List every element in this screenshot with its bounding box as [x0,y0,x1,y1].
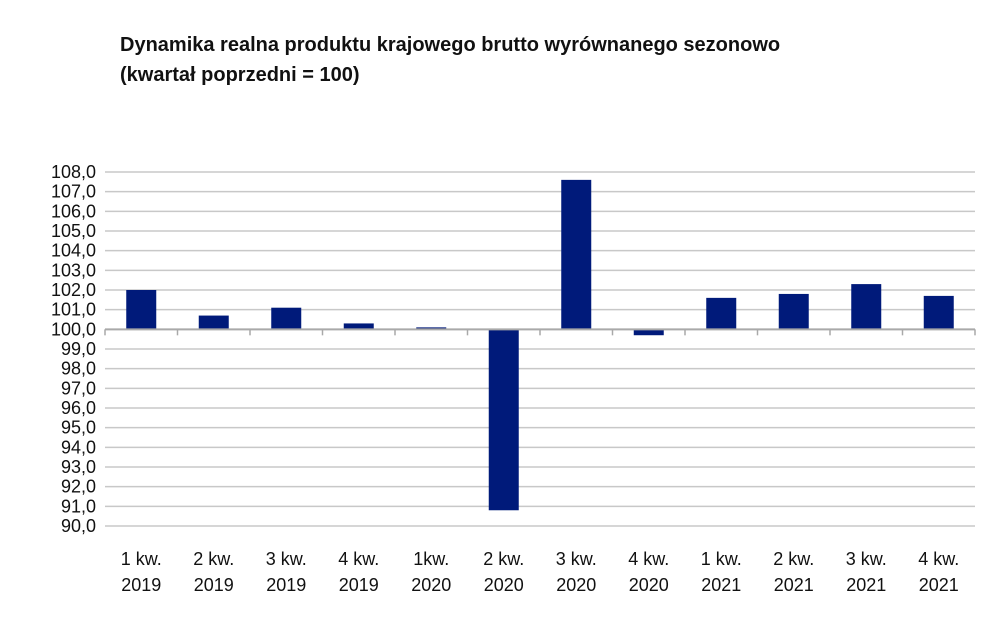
x-category-label-quarter: 4 kw. [628,549,669,569]
y-tick-label: 102,0 [51,280,96,300]
y-tick-label: 98,0 [61,359,96,379]
x-category-label-quarter: 1 kw. [121,549,162,569]
x-category-label-year: 2020 [484,575,524,595]
bar-3 [271,307,302,330]
x-category-label-quarter: 3 kw. [266,549,307,569]
x-category-label-year: 2021 [846,575,886,595]
x-category-label-quarter: 1 kw. [701,549,742,569]
y-tick-label: 101,0 [51,300,96,320]
x-category-label-year: 2020 [411,575,451,595]
x-category-label-year: 2020 [629,575,669,595]
bar-10 [778,293,809,330]
y-tick-label: 92,0 [61,477,96,497]
x-axis-category-labels: 1 kw. 2019 2 kw. 2019 3 kw. 2019 4 kw. 2019 1kw.… [121,549,960,595]
y-tick-label: 95,0 [61,418,96,438]
bar-8 [633,329,664,336]
y-tick-label: 100,0 [51,319,96,339]
bar-7 [561,179,592,330]
chart-title-block: Dynamika realna produktu krajowego brutt… [120,30,780,90]
x-category-label-quarter: 4 kw. [338,549,379,569]
bar-12 [923,295,954,330]
y-tick-label: 103,0 [51,260,96,280]
y-tick-label: 96,0 [61,398,96,418]
bar-1 [126,290,157,330]
y-tick-label: 90,0 [61,516,96,536]
x-category-label-quarter: 3 kw. [846,549,887,569]
x-category-label-quarter: 2 kw. [773,549,814,569]
y-axis-tick-labels: 108,0107,0106,0105,0104,0103,0102,0101,0… [51,162,96,536]
bar-4 [343,323,374,330]
y-tick-label: 99,0 [61,339,96,359]
chart-subtitle: (kwartał poprzedni = 100) [120,64,360,86]
x-category-label-quarter: 3 kw. [556,549,597,569]
bar-9 [706,297,737,330]
bar-2 [198,315,229,330]
chart-title: Dynamika realna produktu krajowego brutt… [120,34,781,56]
x-axis [104,328,976,336]
bar-6 [488,329,519,511]
y-tick-label: 108,0 [51,162,96,182]
x-category-label-year: 2019 [266,575,306,595]
x-category-label-year: 2019 [339,575,379,595]
x-category-label-quarter: 2 kw. [193,549,234,569]
bar-11 [851,284,882,330]
y-tick-label: 91,0 [61,496,96,516]
x-category-label-year: 2021 [919,575,959,595]
x-category-label-year: 2020 [556,575,596,595]
bars [126,179,954,511]
x-category-label-year: 2021 [701,575,741,595]
x-category-label-year: 2019 [121,575,161,595]
y-tick-label: 106,0 [51,201,96,221]
y-tick-label: 104,0 [51,241,96,261]
x-category-label-quarter: 2 kw. [483,549,524,569]
x-category-label-quarter: 4 kw. [918,549,959,569]
y-tick-label: 105,0 [51,221,96,241]
y-tick-label: 107,0 [51,182,96,202]
x-category-label-year: 2021 [774,575,814,595]
x-category-label-year: 2019 [194,575,234,595]
gridlines [105,171,975,527]
x-category-label-quarter: 1kw. [413,549,449,569]
y-tick-label: 97,0 [61,378,96,398]
y-tick-label: 93,0 [61,457,96,477]
y-tick-label: 94,0 [61,437,96,457]
